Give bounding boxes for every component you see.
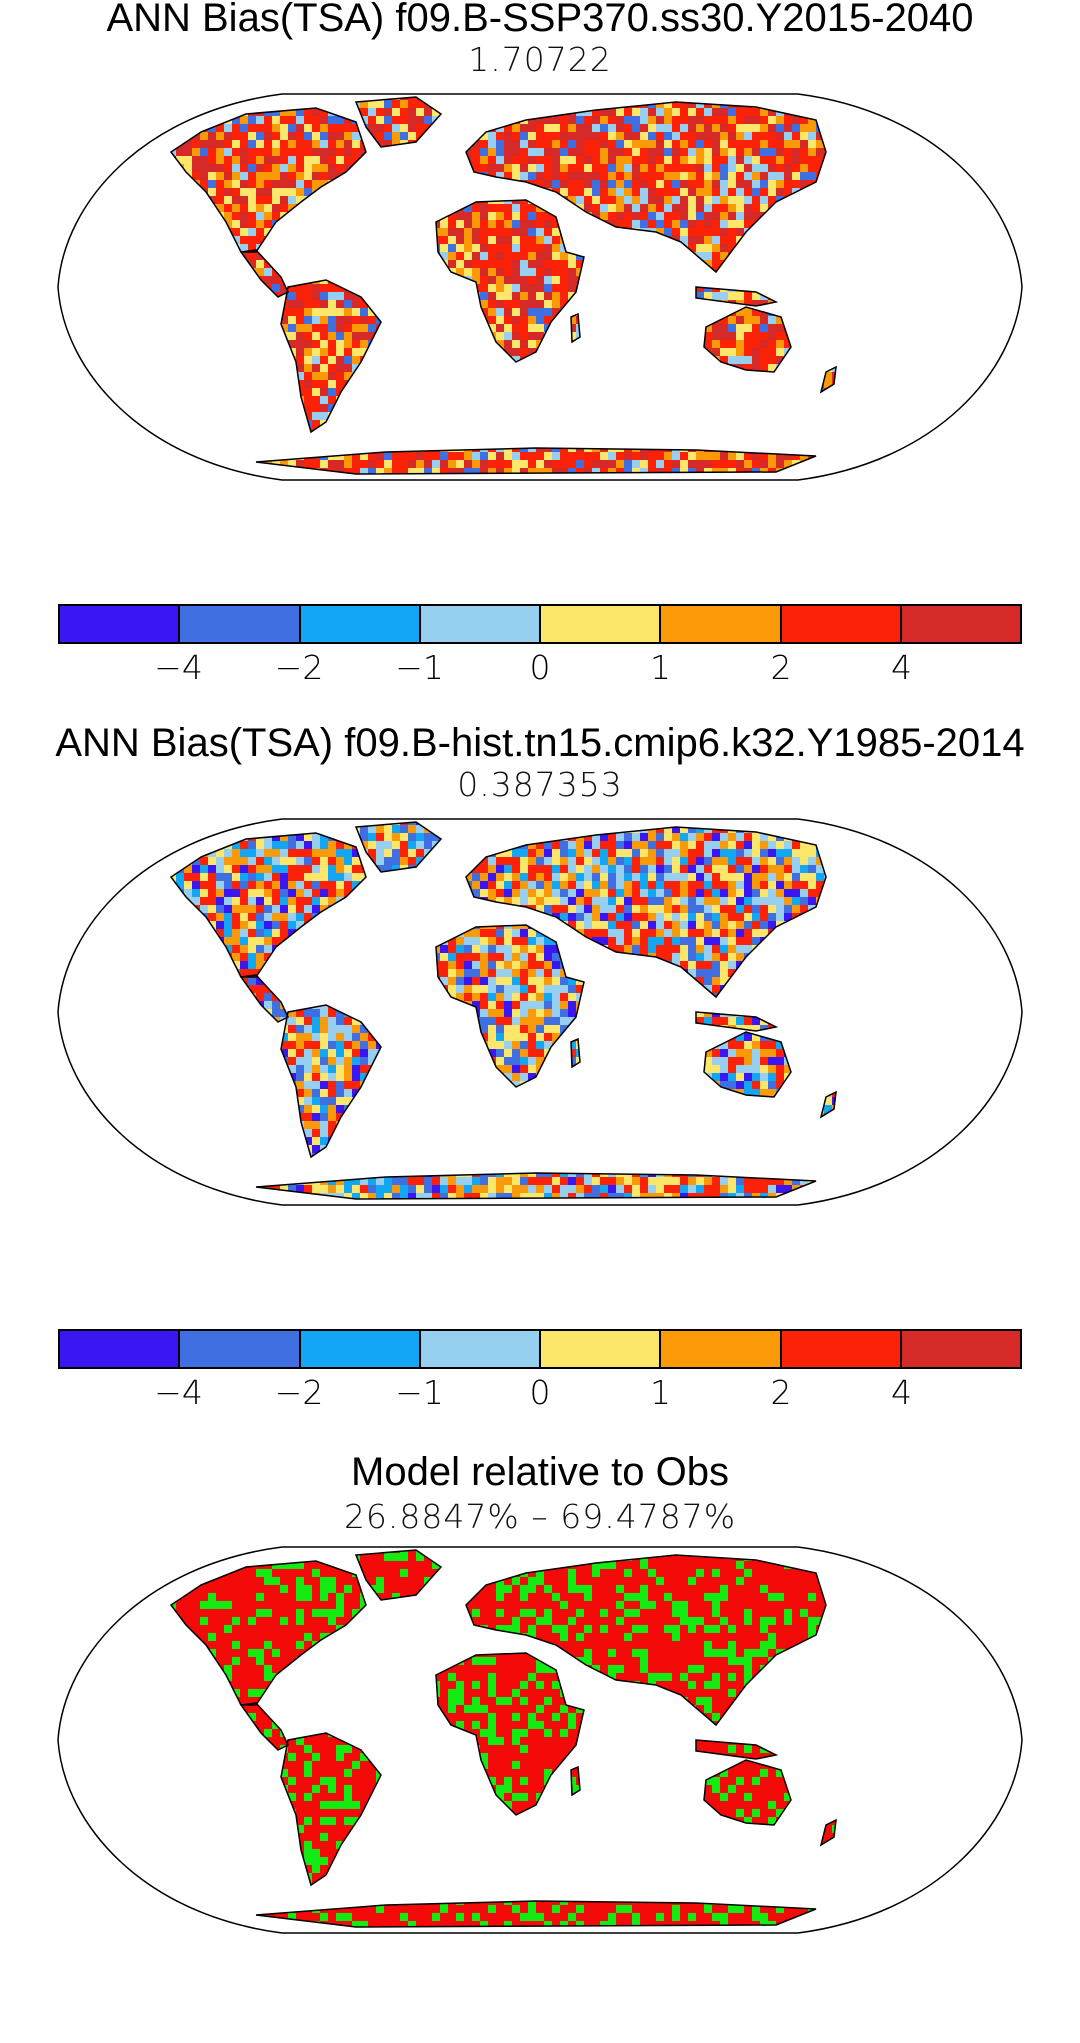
colorbar-swatch: [541, 1331, 662, 1367]
colorbar-swatch: [781, 606, 902, 642]
world-map-relative: [57, 1546, 1023, 1934]
colorbar-swatch: [180, 606, 301, 642]
coastline-north-america: [169, 1560, 367, 1706]
globe-outline: [57, 93, 1023, 481]
colorbar-ticks: −4 −2 −1 0 1 2 4: [58, 648, 1022, 692]
coastline-new-zealand: [819, 365, 837, 394]
coastline-north-america: [169, 107, 367, 253]
panel-subtitle: 0.387353: [457, 765, 623, 804]
colorbar-swatch: [300, 606, 421, 642]
colorbar-tick-label: 1: [650, 648, 671, 687]
colorbar-tick-label: −4: [154, 648, 203, 687]
colorbar-swatch: [541, 606, 662, 642]
coastline-australia: [703, 1759, 792, 1826]
colorbar-tick-label: 1: [650, 1373, 671, 1412]
coastline-new-zealand: [819, 1818, 837, 1847]
colorbar: [58, 1329, 1022, 1369]
surface-temperature-field: [171, 97, 836, 474]
colorbar-swatch: [300, 1331, 421, 1367]
globe-outline: [57, 818, 1023, 1206]
colorbar-tick-label: −2: [274, 648, 324, 687]
colorbar-swatch: [901, 606, 1020, 642]
colorbar-swatch: [901, 1331, 1020, 1367]
world-map-bias-ssp370: [57, 93, 1023, 481]
coastline-greenland: [354, 96, 443, 148]
coastline-africa: [435, 1652, 585, 1816]
coastline-north-america: [169, 832, 367, 978]
colorbar-swatch: [420, 606, 541, 642]
colorbar: [58, 604, 1022, 644]
colorbar-tick-label: −1: [395, 1373, 444, 1412]
colorbar-tick-label: −2: [274, 1373, 324, 1412]
coastline-central-america: [239, 974, 289, 1023]
coastline-new-zealand: [819, 1090, 837, 1119]
coastline-madagascar: [570, 1765, 581, 1797]
surface-temperature-field: [171, 822, 836, 1199]
surface-temperature-field: [171, 1550, 836, 1927]
colorbar-tick-label: −4: [154, 1373, 203, 1412]
coastline-indonesia: [695, 1011, 779, 1032]
panel-subtitle: 1.70722: [468, 40, 612, 79]
panel-title: ANN Bias(TSA) f09.B-hist.tn15.cmip6.k32.…: [55, 721, 1025, 765]
coastline-south-america: [280, 1004, 382, 1159]
colorbar-tick-label: 4: [891, 648, 912, 687]
colorbar-tick-label: 2: [770, 1373, 792, 1412]
coastline-central-america: [239, 1702, 289, 1751]
coastline-greenland: [354, 821, 443, 873]
colorbar-tick-label: −1: [395, 648, 444, 687]
colorbar-tick-label: 2: [770, 648, 792, 687]
colorbar-ticks: −4 −2 −1 0 1 2 4: [58, 1373, 1022, 1417]
colorbar-tick-label: 4: [891, 1373, 912, 1412]
coastline-indonesia: [695, 1739, 779, 1760]
world-map-bias-hist: [57, 818, 1023, 1206]
coastline-australia: [703, 1031, 792, 1098]
coastline-europe-asia: [465, 1554, 827, 1727]
globe-outline: [57, 1546, 1023, 1934]
coastline-africa: [435, 924, 585, 1088]
coastline-madagascar: [570, 1037, 581, 1069]
coastline-antarctica: [255, 1900, 817, 1928]
colorbar-swatch: [180, 1331, 301, 1367]
colorbar-swatch: [420, 1331, 541, 1367]
panel-title: ANN Bias(TSA) f09.B-SSP370.ss30.Y2015-20…: [106, 0, 974, 40]
coastline-greenland: [354, 1549, 443, 1601]
panel-title: Model relative to Obs: [351, 1450, 729, 1494]
colorbar-swatch: [661, 1331, 782, 1367]
coastline-antarctica: [255, 447, 817, 475]
colorbar-tick-label: 0: [529, 648, 551, 687]
coastline-europe-asia: [465, 101, 827, 274]
coastline-africa: [435, 199, 585, 363]
coastline-south-america: [280, 1732, 382, 1887]
coastline-antarctica: [255, 1172, 817, 1200]
coastline-indonesia: [695, 286, 779, 307]
coastline-madagascar: [570, 312, 581, 344]
coastline-australia: [703, 306, 792, 373]
coastline-europe-asia: [465, 826, 827, 999]
colorbar-swatch: [60, 606, 181, 642]
panel-subtitle: 26.8847% – 69.4787%: [343, 1497, 737, 1536]
coastline-central-america: [239, 249, 289, 298]
colorbar-tick-label: 0: [529, 1373, 551, 1412]
colorbar-swatch: [781, 1331, 902, 1367]
colorbar-swatch: [661, 606, 782, 642]
coastline-south-america: [280, 279, 382, 434]
colorbar-swatch: [60, 1331, 181, 1367]
